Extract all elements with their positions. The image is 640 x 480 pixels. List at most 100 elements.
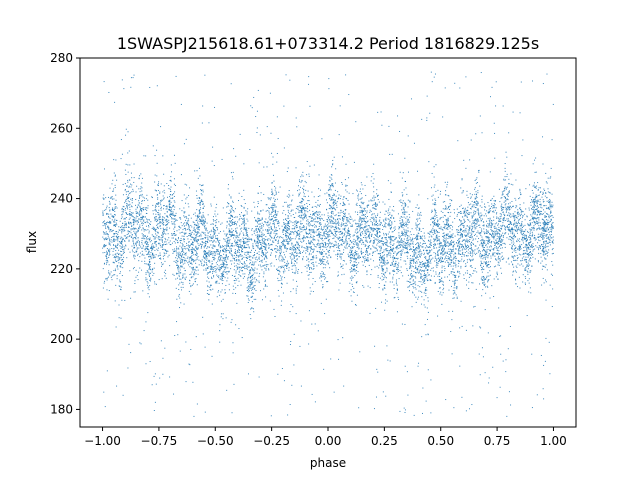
data-point xyxy=(486,285,488,287)
data-point xyxy=(403,216,405,218)
data-point xyxy=(449,248,451,250)
data-point xyxy=(495,200,497,202)
data-point xyxy=(547,222,549,224)
data-point xyxy=(252,286,254,288)
data-point xyxy=(247,277,249,279)
data-point xyxy=(413,283,415,285)
data-point xyxy=(204,237,206,239)
data-point xyxy=(521,222,523,224)
data-point xyxy=(437,290,439,292)
data-point xyxy=(145,273,147,275)
data-point xyxy=(438,249,440,251)
data-point xyxy=(258,280,260,282)
data-point xyxy=(180,218,182,220)
data-point xyxy=(171,198,173,199)
data-point xyxy=(145,263,147,265)
data-point xyxy=(283,251,285,253)
data-point xyxy=(533,210,535,212)
data-point xyxy=(329,246,331,248)
data-point xyxy=(167,209,169,211)
data-point xyxy=(522,215,524,217)
data-point xyxy=(232,245,233,247)
data-point xyxy=(291,199,293,201)
data-point xyxy=(427,259,429,261)
data-point xyxy=(102,222,104,224)
data-point xyxy=(456,229,458,231)
data-point xyxy=(536,202,538,204)
data-point xyxy=(546,230,548,232)
data-point xyxy=(401,223,403,225)
data-point xyxy=(189,257,191,259)
data-point xyxy=(362,241,364,243)
data-point xyxy=(314,245,316,247)
data-point xyxy=(388,208,390,210)
data-point xyxy=(131,199,133,201)
data-point xyxy=(439,227,441,229)
data-point xyxy=(402,211,404,213)
data-point xyxy=(547,251,549,253)
data-point xyxy=(506,208,508,210)
data-point xyxy=(488,279,490,281)
data-point xyxy=(465,329,467,331)
data-point xyxy=(109,274,111,276)
data-point xyxy=(199,218,201,220)
data-point xyxy=(318,223,320,225)
data-point xyxy=(257,217,259,219)
data-point xyxy=(486,231,488,233)
data-point xyxy=(355,259,357,261)
data-point xyxy=(318,232,320,234)
data-point xyxy=(533,229,535,231)
data-point xyxy=(438,250,440,252)
data-point xyxy=(372,200,374,202)
data-point xyxy=(225,258,227,260)
data-point xyxy=(447,220,449,222)
data-point xyxy=(418,272,420,274)
data-point xyxy=(407,218,409,220)
data-point xyxy=(273,223,275,225)
data-point xyxy=(453,271,455,273)
data-point xyxy=(320,234,322,236)
data-point xyxy=(186,228,188,230)
data-point xyxy=(360,228,362,230)
data-point xyxy=(162,233,164,235)
data-point xyxy=(423,252,425,254)
data-point xyxy=(268,224,270,226)
data-point xyxy=(177,247,179,249)
data-point xyxy=(300,209,302,211)
data-point xyxy=(245,232,247,234)
data-point xyxy=(188,258,190,260)
data-point xyxy=(304,196,306,198)
data-point xyxy=(437,231,439,233)
data-point xyxy=(156,218,158,220)
data-point xyxy=(424,237,426,239)
data-point xyxy=(342,219,344,221)
data-point xyxy=(477,201,479,203)
data-point xyxy=(265,243,267,245)
data-point xyxy=(188,245,190,247)
data-point xyxy=(147,222,149,224)
data-point xyxy=(542,388,544,390)
data-point xyxy=(281,225,283,227)
data-point xyxy=(145,246,147,248)
data-point xyxy=(260,260,262,262)
data-point xyxy=(222,249,224,251)
data-point xyxy=(357,271,359,273)
data-point xyxy=(471,205,473,207)
data-point xyxy=(202,238,204,240)
data-point xyxy=(134,247,136,249)
data-point xyxy=(389,242,391,244)
data-point xyxy=(534,186,536,188)
data-point xyxy=(191,250,193,252)
data-point xyxy=(498,229,500,231)
data-point xyxy=(463,274,465,276)
data-point xyxy=(192,283,194,285)
data-point xyxy=(263,193,265,195)
data-point xyxy=(518,247,520,249)
data-point xyxy=(375,221,377,223)
data-point xyxy=(413,142,415,144)
data-point xyxy=(255,258,257,260)
data-point xyxy=(490,242,492,244)
data-point xyxy=(141,187,143,189)
data-point xyxy=(137,229,139,231)
data-point xyxy=(397,296,399,298)
